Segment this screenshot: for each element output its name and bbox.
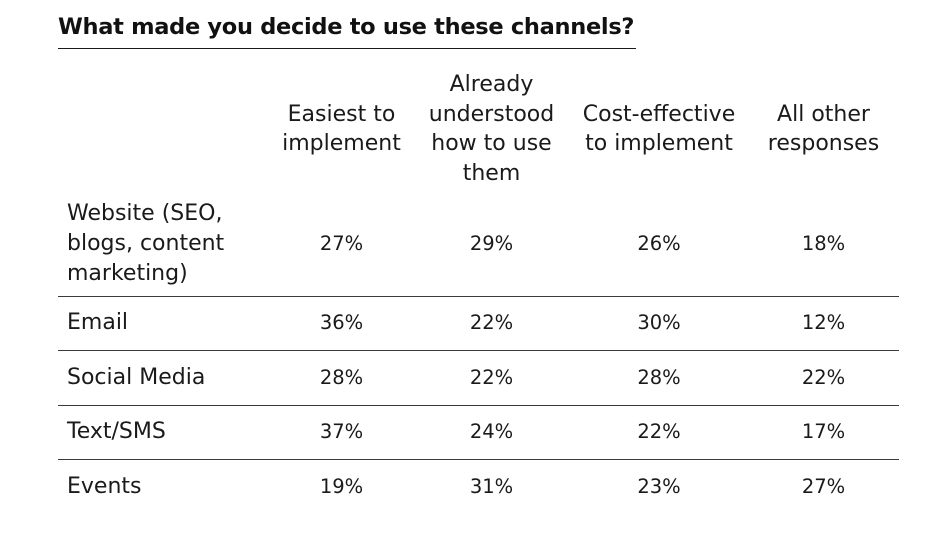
data-cell: 22% [413,350,570,406]
table-row: Email 36% 22% 30% 12% [58,295,899,351]
data-cell: 22% [748,350,899,406]
row-label-header [58,66,270,196]
header-row: Easiest to implement Already understood … [58,66,899,196]
data-cell: 19% [270,459,413,515]
data-cell: 22% [413,295,570,351]
data-cell: 28% [570,350,748,406]
survey-table: Easiest to implement Already understood … [58,66,899,515]
data-cell: 27% [748,459,899,515]
data-cell: 31% [413,459,570,515]
table-row: Events 19% 31% 23% 27% [58,459,899,515]
row-label: Events [58,459,270,515]
data-cell: 22% [570,404,748,460]
data-cell: 30% [570,295,748,351]
data-cell: 24% [413,404,570,460]
row-label: Email [58,295,270,351]
data-cell: 18% [801,231,846,255]
data-cell: 28% [270,350,413,406]
data-cell: 17% [748,404,899,460]
table-row: Text/SMS 37% 24% 22% 17% [58,404,899,460]
column-header: Already understood how to use them [428,72,555,186]
data-cell: 12% [748,295,899,351]
chart-title: What made you decide to use these channe… [58,14,635,40]
row-label: Text/SMS [58,404,270,460]
column-header: All other responses [767,101,880,157]
column-header: Easiest to implement [282,101,401,157]
table-row: Social Media 28% 22% 28% 22% [58,350,899,406]
table-row: Website (SEO, blogs, content marketing) … [58,196,899,296]
title-block: What made you decide to use these channe… [58,12,636,49]
row-label: Website (SEO, blogs, content marketing) [67,200,225,286]
data-cell: 23% [570,459,748,515]
data-cell: 36% [270,295,413,351]
row-label: Social Media [58,350,270,406]
data-cell: 27% [319,231,364,255]
data-cell: 26% [637,231,681,255]
data-cell: 37% [270,404,413,460]
column-header: Cost-effective to implement [582,101,736,157]
data-cell: 29% [469,231,514,255]
